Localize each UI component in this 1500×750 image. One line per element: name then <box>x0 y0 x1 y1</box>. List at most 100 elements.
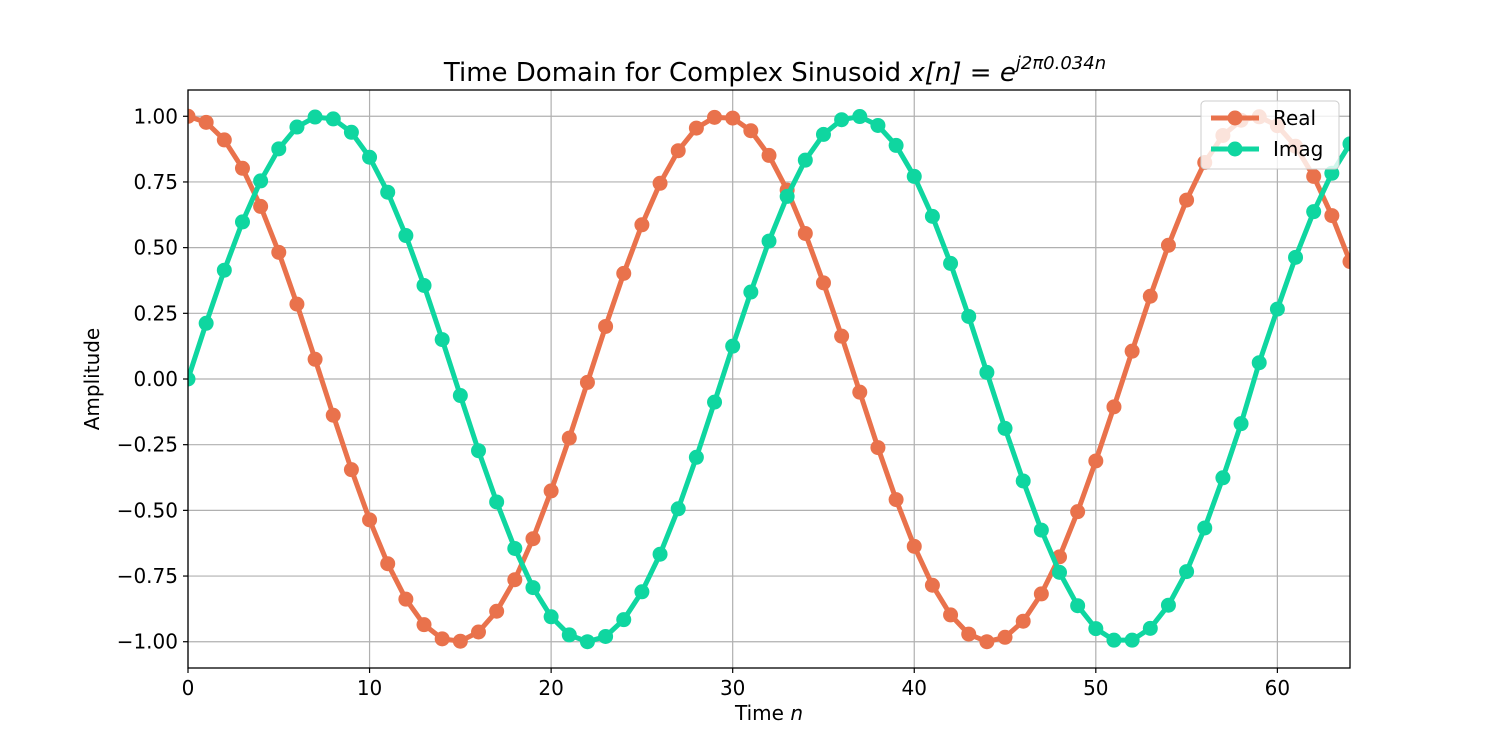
x-tick-label: 10 <box>357 676 382 700</box>
data-point <box>198 114 214 130</box>
data-point <box>452 388 468 404</box>
data-point <box>343 462 359 478</box>
y-tick-label: −1.00 <box>117 630 178 654</box>
data-point <box>188 108 196 124</box>
data-point <box>543 483 559 499</box>
data-point <box>416 277 432 293</box>
data-point <box>507 540 523 556</box>
data-point <box>1088 453 1104 469</box>
data-point <box>1088 621 1104 637</box>
legend-entry-real: Real <box>1211 106 1316 130</box>
data-point <box>416 617 432 633</box>
x-tick-label: 20 <box>538 676 563 700</box>
data-point <box>307 351 323 367</box>
data-point <box>1015 473 1031 489</box>
x-tick-label: 50 <box>1083 676 1108 700</box>
data-point <box>325 407 341 423</box>
legend-label-imag: Imag <box>1273 137 1323 161</box>
data-point <box>707 109 723 125</box>
title-equals: = <box>962 58 1000 88</box>
data-point <box>797 225 813 241</box>
data-point <box>761 147 777 163</box>
data-point <box>1106 399 1122 415</box>
data-point <box>670 143 686 159</box>
data-point <box>797 152 813 168</box>
y-tick-label: 1.00 <box>133 104 178 128</box>
data-point <box>188 371 196 387</box>
data-point <box>616 612 632 628</box>
data-point <box>906 538 922 554</box>
data-point <box>1215 470 1231 486</box>
data-point <box>1106 632 1122 648</box>
y-tick-label: 0.25 <box>133 301 178 325</box>
x-tick-label: 0 <box>182 676 195 700</box>
data-point <box>834 112 850 128</box>
data-point <box>815 275 831 291</box>
x-tick-label: 60 <box>1265 676 1290 700</box>
data-point <box>343 124 359 140</box>
data-point <box>234 214 250 230</box>
data-point <box>1179 192 1195 208</box>
data-point <box>362 512 378 528</box>
data-point <box>761 233 777 249</box>
data-point <box>452 633 468 649</box>
x-tick-label: 40 <box>902 676 927 700</box>
data-point <box>579 374 595 390</box>
data-point <box>888 492 904 508</box>
data-point <box>307 109 323 125</box>
data-point <box>924 577 940 593</box>
x-axis-label-text: Time <box>734 701 790 725</box>
data-point <box>1233 416 1249 432</box>
data-point <box>707 394 723 410</box>
data-point <box>1288 249 1304 265</box>
data-point <box>725 338 741 354</box>
y-tick-label: −0.75 <box>117 564 178 588</box>
data-point <box>652 546 668 562</box>
data-point <box>271 244 287 260</box>
data-point <box>489 494 505 510</box>
data-point <box>1124 343 1140 359</box>
data-point <box>743 123 759 139</box>
x-axis-label-var: n <box>790 701 803 725</box>
data-point <box>380 556 396 572</box>
data-point <box>834 328 850 344</box>
data-point <box>434 332 450 348</box>
data-point <box>1142 620 1158 636</box>
data-point <box>688 449 704 465</box>
data-point <box>1070 598 1086 614</box>
data-point <box>234 160 250 176</box>
data-point <box>906 168 922 184</box>
plot-area: 0 10 20 30 40 50 60 1.00 0.75 0.50 0.25 0.00 −0.25 −… <box>117 89 1351 700</box>
data-point <box>870 440 886 456</box>
data-point <box>543 609 559 625</box>
data-point <box>598 628 614 644</box>
data-point <box>688 120 704 136</box>
data-point <box>1269 301 1285 317</box>
data-point <box>525 531 541 547</box>
data-point <box>725 110 741 126</box>
data-point <box>1124 632 1140 648</box>
title-exponent: j2π0.034n <box>1013 53 1106 74</box>
data-point <box>1015 613 1031 629</box>
legend-label-real: Real <box>1273 106 1316 130</box>
y-tick-label: 0.75 <box>133 170 178 194</box>
x-axis-ticks: 0 10 20 30 40 50 60 <box>182 668 1290 700</box>
data-point <box>961 308 977 324</box>
title-prefix: Time Domain for Complex Sinusoid <box>443 58 910 88</box>
legend-marker-real-icon <box>1227 110 1243 126</box>
data-point <box>1070 504 1086 520</box>
y-axis-ticks: 1.00 0.75 0.50 0.25 0.00 −0.25 −0.50 −0.75 −1.00 <box>117 104 188 654</box>
data-point <box>1342 136 1350 152</box>
legend-marker-imag-icon <box>1227 141 1243 157</box>
data-point <box>870 117 886 133</box>
data-point <box>1306 168 1322 184</box>
data-point <box>471 624 486 640</box>
data-point <box>489 603 505 619</box>
data-point <box>271 141 287 157</box>
x-axis-label: Time n <box>734 701 803 725</box>
data-point <box>1324 165 1340 181</box>
data-point <box>961 626 977 642</box>
data-point <box>598 318 614 334</box>
chart-title: Time Domain for Complex Sinusoid x[n] = … <box>443 53 1106 88</box>
